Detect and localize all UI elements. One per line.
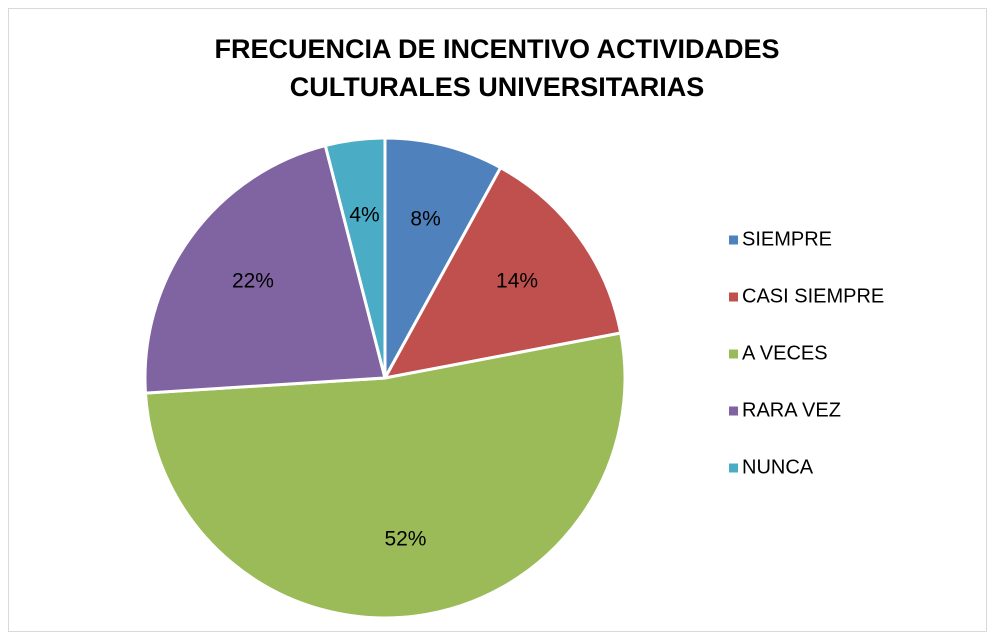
data-label: 8% bbox=[410, 207, 440, 230]
pie-slice bbox=[143, 331, 627, 620]
legend-swatch bbox=[729, 292, 738, 302]
chart-title: CULTURALES UNIVERSITARIAS bbox=[290, 72, 705, 102]
data-label: 14% bbox=[496, 270, 538, 293]
legend-label: A VECES bbox=[742, 342, 828, 364]
legend-label: NUNCA bbox=[742, 456, 814, 478]
legend-swatch bbox=[729, 406, 738, 416]
legend-label: CASI SIEMPRE bbox=[742, 285, 884, 307]
legend-swatch bbox=[729, 235, 738, 245]
legend-swatch bbox=[729, 463, 738, 473]
data-label: 4% bbox=[349, 204, 379, 227]
legend-label: RARA VEZ bbox=[742, 399, 841, 421]
legend-swatch bbox=[729, 349, 738, 359]
chart-title: FRECUENCIA DE INCENTIVO ACTIVIDADES bbox=[214, 34, 779, 64]
data-label: 22% bbox=[232, 270, 274, 293]
pie-slice bbox=[323, 136, 387, 379]
data-label: 52% bbox=[384, 527, 426, 550]
legend-label: SIEMPRE bbox=[742, 228, 832, 250]
pie-slice bbox=[382, 165, 623, 381]
pie-slice bbox=[143, 143, 387, 395]
pie-slice bbox=[383, 136, 503, 379]
